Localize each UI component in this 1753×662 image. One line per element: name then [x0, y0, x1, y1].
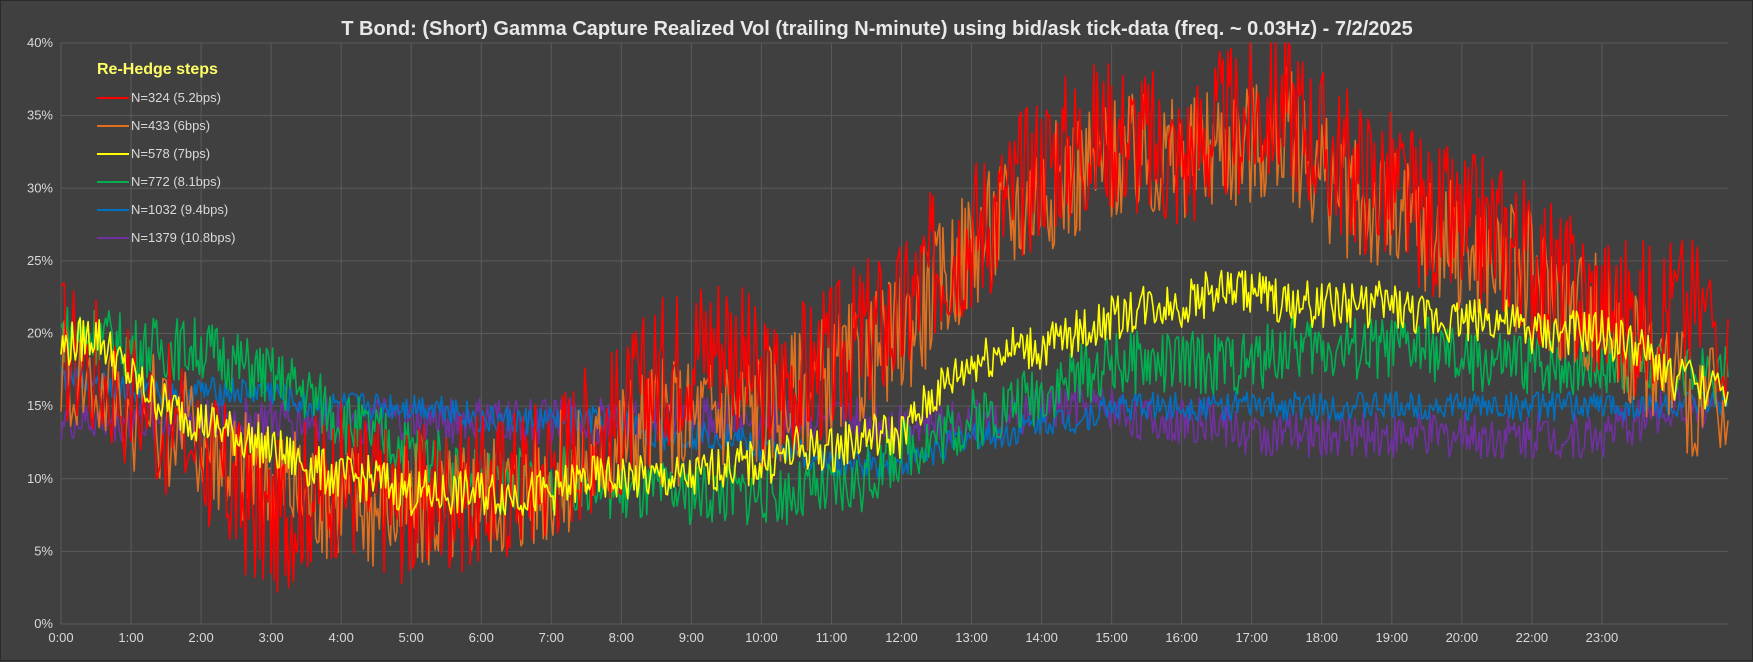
y-tick-label: 20% [27, 326, 53, 341]
x-tick-label: 20:00 [1446, 630, 1479, 645]
x-tick-label: 18:00 [1305, 630, 1338, 645]
legend-label: N=1379 (10.8bps) [131, 230, 235, 245]
x-tick-label: 7:00 [539, 630, 564, 645]
legend-label: N=324 (5.2bps) [131, 90, 221, 105]
x-tick-label: 2:00 [188, 630, 213, 645]
x-tick-label: 8:00 [609, 630, 634, 645]
x-tick-label: 13:00 [955, 630, 988, 645]
x-tick-label: 4:00 [329, 630, 354, 645]
x-tick-label: 11:00 [816, 630, 848, 645]
y-tick-label: 25% [27, 253, 53, 268]
legend-title: Re-Hedge steps [97, 61, 218, 78]
x-axis: 0:00 1:00 2:00 3:00 4:00 5:00 6:00 7:00 8:00 9:00… [48, 630, 1618, 645]
y-tick-label: 35% [27, 108, 53, 123]
y-tick-label: 30% [27, 180, 53, 195]
x-tick-label: 19:00 [1376, 630, 1409, 645]
series-line-0 [60, 42, 1729, 593]
x-tick-label: 5:00 [399, 630, 424, 645]
legend-label: N=772 (8.1bps) [131, 174, 221, 189]
x-tick-label: 23:00 [1586, 630, 1619, 645]
series-lines [60, 42, 1729, 593]
legend-label: N=1032 (9.4bps) [131, 202, 228, 217]
y-tick-label: 10% [27, 471, 53, 486]
x-tick-label: 3:00 [258, 630, 283, 645]
x-tick-label: 10:00 [745, 630, 778, 645]
x-tick-label: 0:00 [48, 630, 73, 645]
y-tick-label: 40% [27, 35, 53, 50]
legend: Re-Hedge steps N=324 (5.2bps) N=433 (6bps… [97, 61, 235, 245]
x-tick-label: 1:00 [118, 630, 143, 645]
x-tick-label: 12:00 [885, 630, 918, 645]
y-tick-label: 15% [27, 398, 53, 413]
legend-label: N=433 (6bps) [131, 118, 210, 133]
y-axis: 0% 5% 10% 15% 20% 25% 30% 35% 40% [27, 35, 53, 631]
chart-title: T Bond: (Short) Gamma Capture Realized V… [341, 18, 1412, 40]
x-tick-label: 14:00 [1025, 630, 1058, 645]
x-tick-label: 15:00 [1095, 630, 1128, 645]
series-line-2 [60, 269, 1729, 517]
y-tick-label: 0% [34, 616, 53, 631]
x-tick-label: 22:00 [1516, 630, 1549, 645]
x-tick-label: 17:00 [1235, 630, 1268, 645]
y-tick-label: 5% [34, 543, 53, 558]
series-line-3 [60, 306, 1729, 526]
x-tick-label: 16:00 [1165, 630, 1198, 645]
legend-label: N=578 (7bps) [131, 146, 210, 161]
x-tick-label: 9:00 [679, 630, 704, 645]
x-tick-label: 6:00 [469, 630, 494, 645]
